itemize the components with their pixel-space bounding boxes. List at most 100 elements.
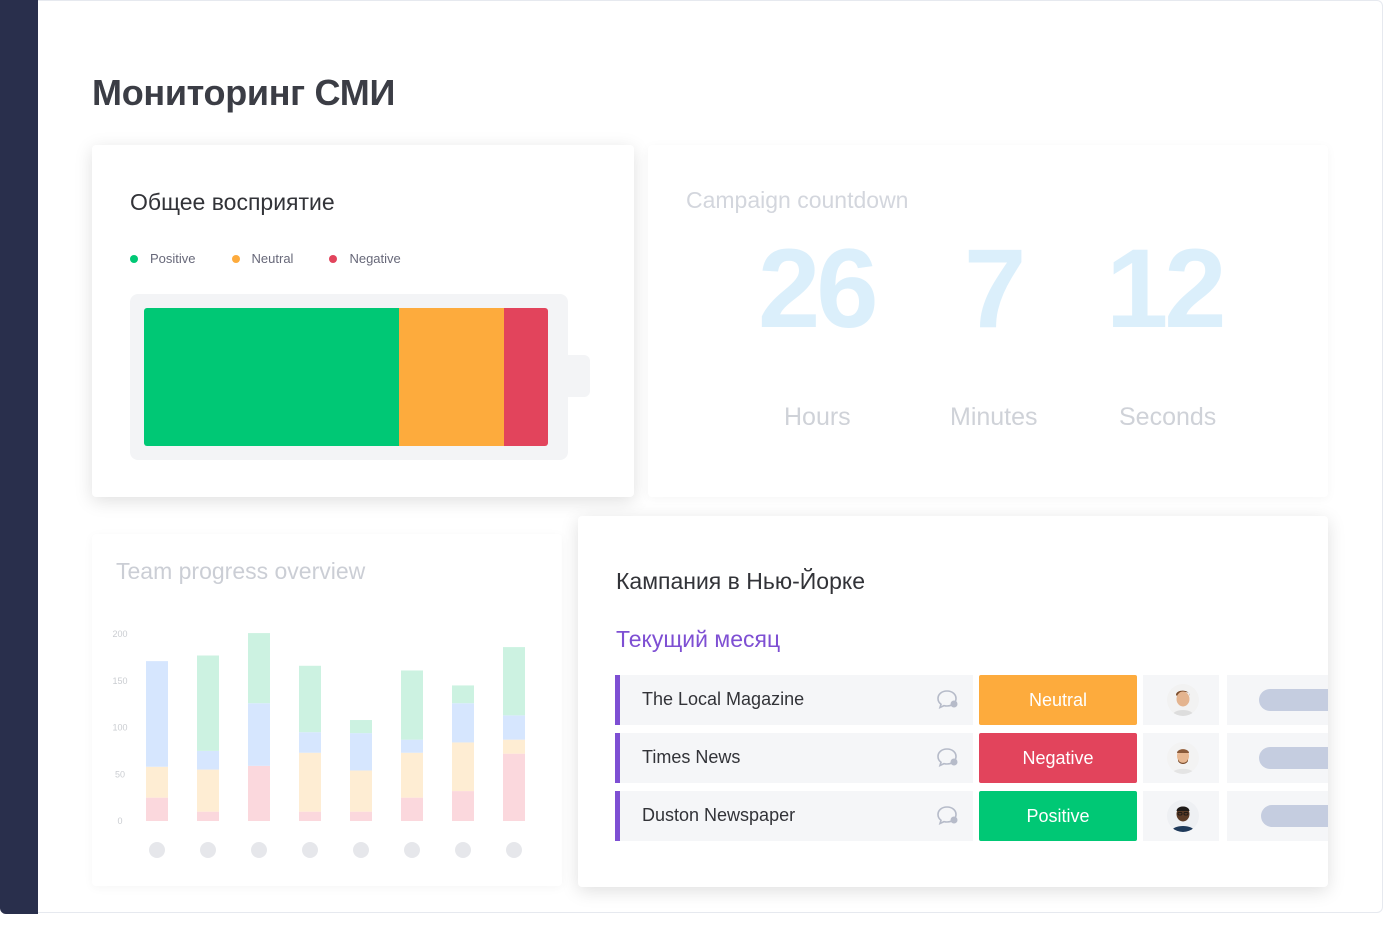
neutral-dot-icon [231,254,240,263]
person-cell[interactable] [1143,733,1219,783]
positive-dot-icon [130,254,138,263]
negative-dot-icon [329,254,338,263]
bar-segment [146,766,168,798]
bar-segment [452,742,474,792]
team-progress-chart: 200 150 100 50 0 [112,629,525,858]
bar-segment [248,765,270,821]
item-name-cell[interactable]: Times News [615,733,973,783]
bar-segment [146,797,168,821]
y-tick-label: 200 [112,629,127,639]
team-progress-widget[interactable]: Team progress overview 200 150 100 50 0 [92,534,562,886]
bar-segment [503,715,525,740]
bar-segment [401,670,423,740]
member-avatar [149,842,165,858]
countdown-hours: 26 [758,226,879,351]
bar-segment [299,732,321,753]
bar-segment [503,739,525,754]
bar-segment [299,665,321,733]
legend-label: Positive [150,251,196,266]
countdown-seconds-label: Seconds [1119,403,1217,431]
member-avatar [506,842,522,858]
positive-segment [144,308,399,446]
timeline-bar[interactable] [1261,805,1328,827]
chat-bubble-icon[interactable] [936,805,958,825]
bar-segment [350,811,372,821]
bar-segment [452,685,474,704]
team-progress-title: Team progress overview [116,558,366,584]
timeline-cell[interactable] [1227,733,1328,783]
legend-item-neutral: Neutral [231,251,294,266]
y-tick-label: 50 [115,769,125,779]
battery-tip [568,355,590,397]
bar-segment [503,753,525,821]
bar-segment [401,739,423,753]
sentiment-title: Общее восприятие [130,189,335,215]
countdown-seconds: 12 [1106,226,1227,351]
legend-item-positive: Positive [130,251,196,266]
sentiment-legend: Positive Neutral Negative [130,251,437,266]
legend-label: Neutral [251,251,294,266]
member-avatar [251,842,267,858]
countdown-minutes-label: Minutes [950,403,1038,431]
chat-bubble-icon[interactable] [936,747,958,767]
bar-segment [248,633,270,704]
bar-segment [248,703,270,766]
sentiment-battery [130,294,568,460]
campaign-board[interactable]: Кампания в Нью-Йорке Текущий месяц The L… [578,516,1328,887]
item-name-cell[interactable]: Duston Newspaper [615,791,973,841]
bar-segment [452,703,474,743]
person-cell[interactable] [1143,791,1219,841]
timeline-bar[interactable] [1259,747,1328,769]
person-cell[interactable] [1143,675,1219,725]
legend-item-negative: Negative [329,251,401,266]
timeline-cell[interactable] [1227,791,1328,841]
countdown-title: Campaign countdown [686,187,909,213]
negative-segment [503,308,548,446]
item-name-cell[interactable]: The Local Magazine [615,675,973,725]
avatar [1167,684,1199,716]
countdown-hours-label: Hours [784,403,851,431]
countdown-minutes: 7 [964,226,1026,351]
status-cell[interactable]: Negative [979,733,1137,783]
bar-segment [197,811,219,821]
status-cell[interactable]: Positive [979,791,1137,841]
bar-segment [350,733,372,771]
timeline-bar[interactable] [1259,689,1328,711]
bar-segment [401,797,423,821]
y-tick-label: 100 [112,723,127,733]
sentiment-widget[interactable]: Общее восприятие Positive Neutral Negati… [92,145,634,497]
status-cell[interactable]: Neutral [979,675,1137,725]
member-avatar [353,842,369,858]
campaign-title: Кампания в Нью-Йорке [616,568,865,594]
countdown-widget[interactable]: Campaign countdown 26 7 12 Hours Minutes… [648,145,1328,497]
bar-segment [197,769,219,812]
left-sidebar [0,0,38,914]
y-tick-label: 150 [112,676,127,686]
member-avatar [302,842,318,858]
avatar [1167,742,1199,774]
page-title: Мониторинг СМИ [92,72,396,113]
battery-fill [144,308,548,446]
y-tick-label: 0 [117,816,122,826]
member-avatar [404,842,420,858]
chat-bubble-icon[interactable] [936,689,958,709]
bar-segment [452,791,474,821]
item-name: The Local Magazine [642,689,805,709]
bar-segment [401,752,423,798]
avatar [1167,800,1199,832]
bar-segment [299,811,321,821]
member-avatar [455,842,471,858]
bar-segment [350,720,372,734]
timeline-cell[interactable] [1227,675,1328,725]
bar-segment [503,647,525,716]
legend-label: Negative [349,251,401,266]
bar-segment [197,655,219,751]
neutral-segment [398,308,504,446]
item-name: Duston Newspaper [642,805,796,825]
bar-segment [350,770,372,812]
item-name: Times News [642,747,741,767]
group-title[interactable]: Текущий месяц [616,626,781,652]
bar-segment [197,750,219,770]
bar-segment [146,661,168,767]
member-avatar [200,842,216,858]
